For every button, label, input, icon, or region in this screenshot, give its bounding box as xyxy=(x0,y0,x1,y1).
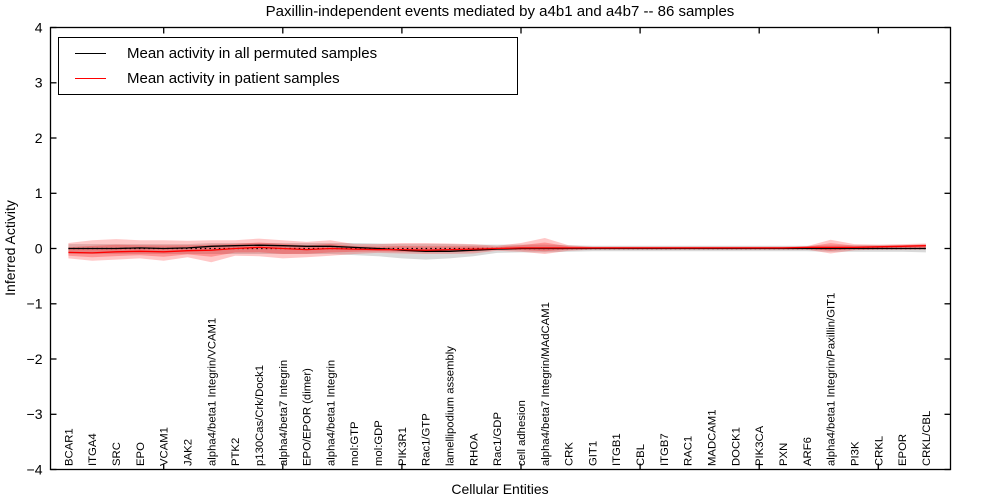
x-category-label: mol:GTP xyxy=(349,421,361,466)
legend-item-permuted: Mean activity in all permuted samples xyxy=(59,41,517,66)
y-tick-label: −3 xyxy=(27,406,43,422)
x-category-label: CRKL xyxy=(873,436,885,466)
x-category-label: Rac1/GDP xyxy=(492,412,504,466)
x-category-label: GIT1 xyxy=(587,441,599,466)
x-category-label: RHOA xyxy=(468,433,480,466)
x-category-label: BCAR1 xyxy=(63,428,75,466)
y-tick-label: −2 xyxy=(27,351,43,367)
x-category-label: CRKL/CBL xyxy=(921,411,933,466)
x-category-label: PIK3CA xyxy=(754,425,766,466)
permuted-std-band xyxy=(68,243,926,260)
x-category-label: SRC xyxy=(111,442,123,466)
x-category-label: DOCK1 xyxy=(730,427,742,466)
x-category-label: CRK xyxy=(564,442,576,466)
x-category-label: PTK2 xyxy=(230,438,242,466)
x-category-label: Rac1/GTP xyxy=(421,413,433,466)
x-category-label: cell adhesion xyxy=(516,400,528,466)
x-category-label: PXN xyxy=(778,443,790,466)
x-category-label: PIK3R1 xyxy=(397,427,409,466)
x-category-label: alpha4/beta1 Integrin xyxy=(325,360,337,466)
legend: Mean activity in all permuted samples Me… xyxy=(58,37,518,95)
y-tick-label: 2 xyxy=(35,130,43,146)
x-category-label: alpha4/beta7 Integrin/MAdCAM1 xyxy=(540,302,552,466)
y-tick-label: 1 xyxy=(35,185,43,201)
x-category-label: MADCAM1 xyxy=(707,410,719,467)
x-category-label: PI3K xyxy=(849,441,861,466)
x-category-label: EPOR xyxy=(897,434,909,466)
patient-line-swatch xyxy=(75,78,106,79)
x-category-label: ITGB7 xyxy=(659,433,671,466)
legend-label-permuted: Mean activity in all permuted samples xyxy=(127,45,378,62)
x-axis-label: Cellular Entities xyxy=(451,481,549,497)
x-category-label: lamellipodium assembly xyxy=(445,346,457,466)
x-category-label: ITGA4 xyxy=(87,433,99,466)
y-tick-label: 4 xyxy=(35,19,43,35)
x-category-label: ITGB1 xyxy=(611,433,623,466)
x-category-label: CBL xyxy=(635,444,647,466)
x-category-label: p130Cas/Crk/Dock1 xyxy=(254,365,266,466)
y-tick-label: 3 xyxy=(35,75,43,91)
y-tick-label: −1 xyxy=(27,296,43,312)
chart-title: Paxillin-independent events mediated by … xyxy=(265,3,735,20)
x-category-label: alpha4/beta1 Integrin/VCAM1 xyxy=(206,318,218,466)
legend-item-patient: Mean activity in patient samples xyxy=(59,66,517,91)
permuted-line-swatch xyxy=(75,53,106,54)
patient-std-band-outer xyxy=(68,238,926,263)
legend-label-patient: Mean activity in patient samples xyxy=(127,70,340,87)
x-category-label: alpha4/beta7 Integrin xyxy=(278,360,290,466)
x-category-label: RAC1 xyxy=(683,436,695,466)
y-tick-label: −4 xyxy=(27,461,43,477)
x-category-label: mol:GDP xyxy=(373,420,385,466)
x-category-label: VCAM1 xyxy=(159,427,171,466)
x-category-label: alpha4/beta1 Integrin/Paxillin/GIT1 xyxy=(826,293,838,466)
x-category-label: EPO xyxy=(135,442,147,466)
patient-mean-line xyxy=(68,245,926,254)
x-category-label: JAK2 xyxy=(183,439,195,466)
x-category-label: EPO/EPOR (dimer) xyxy=(302,368,314,466)
y-tick-label: 0 xyxy=(35,240,43,256)
x-category-label: ARF6 xyxy=(802,437,814,466)
